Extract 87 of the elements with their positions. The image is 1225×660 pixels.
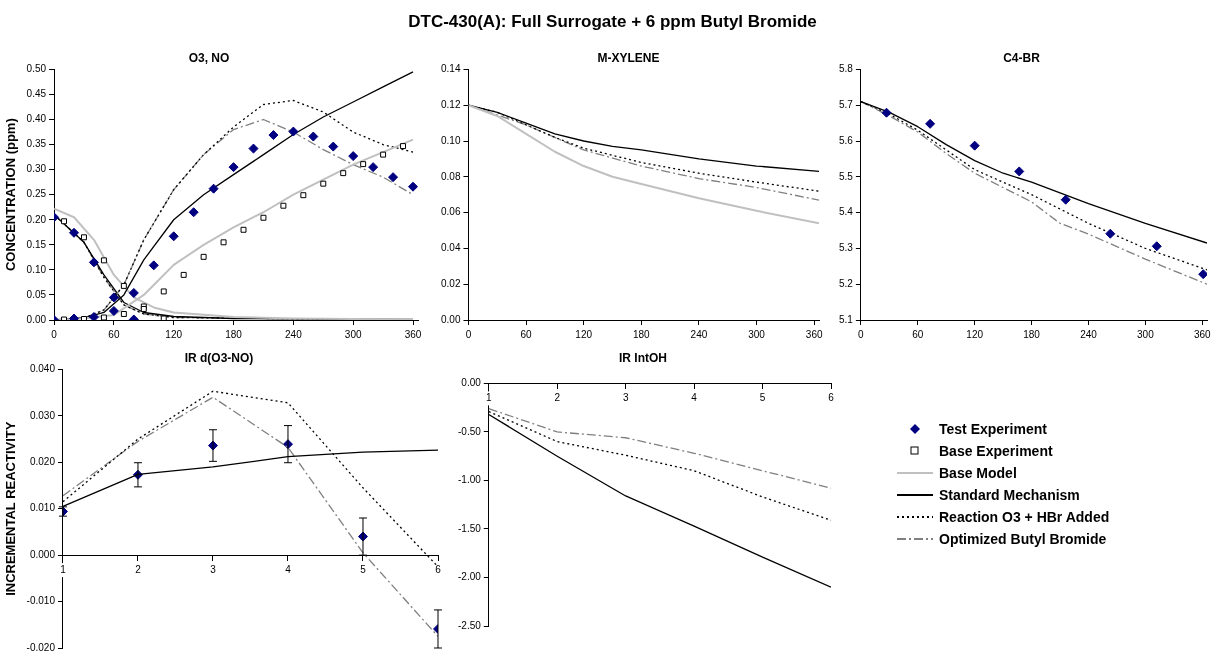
y-tick-label: 0.02 (440, 277, 461, 289)
legend-label: Base Experiment (939, 443, 1053, 459)
y-tick-label: 0.08 (440, 170, 461, 182)
y-tick-label: -1.00 (458, 474, 482, 486)
legend-label: Test Experiment (939, 421, 1047, 437)
y-tick-label: 0.12 (440, 98, 461, 110)
y-tick-label: 0.45 (26, 88, 47, 100)
chart-title: M-XYLENE (597, 50, 660, 65)
x-tick-label: 360 (404, 328, 422, 340)
y-tick-label: 0.00 (440, 313, 461, 325)
x-tick-label: 120 (165, 328, 183, 340)
x-tick-label: 360 (1193, 328, 1212, 340)
x-tick-label: 120 (575, 328, 593, 340)
y-tick-label: 5.6 (839, 134, 854, 146)
x-tick-label: 180 (632, 328, 651, 340)
y-tick-label: 5.7 (839, 98, 854, 110)
chart-title: IR IntOH (619, 350, 667, 365)
y-tick-label: 0.030 (29, 409, 56, 421)
x-tick-label: 0 (858, 328, 865, 340)
y-tick-label: -0.020 (26, 641, 56, 653)
x-tick-label: 180 (1023, 328, 1041, 340)
x-tick-label: 6 (435, 563, 442, 575)
x-tick-label: 60 (108, 328, 120, 340)
x-tick-label: 6 (828, 392, 835, 404)
x-tick-label: 0 (465, 328, 472, 340)
y-tick-label: 0.30 (26, 163, 47, 175)
x-tick-label: 300 (344, 328, 362, 340)
x-tick-label: 240 (690, 328, 708, 340)
x-tick-label: 3 (622, 392, 629, 404)
y-tick-label: 0.50 (26, 63, 47, 75)
x-tick-label: 2 (554, 392, 561, 404)
x-tick-label: 4 (285, 563, 292, 575)
x-tick-label: 1 (486, 392, 493, 404)
y-tick-label: 5.5 (839, 170, 854, 182)
y-tick-label: -0.50 (458, 425, 482, 437)
y-tick-label: 0.04 (440, 242, 461, 254)
text: DTC-430(A): Full Surrogate + 6 ppm Butyl Bromide (407, 12, 818, 32)
y-tick-label: -2.00 (458, 571, 482, 583)
x-tick-label: 300 (748, 328, 766, 340)
x-tick-label: 60 (912, 328, 924, 340)
x-tick-label: 120 (966, 328, 984, 340)
y-tick-label: 0.35 (26, 138, 47, 150)
y-axis-title: INCREMENTAL REACTIVITY (3, 421, 19, 596)
y-tick-label: 0.05 (26, 288, 47, 300)
legend-label: Optimized Butyl Bromide (939, 531, 1107, 547)
y-tick-label: 5.4 (839, 206, 854, 218)
x-tick-label: 5 (360, 563, 367, 575)
y-tick-label: 0.000 (29, 548, 56, 560)
chart-title: O3, NO (188, 50, 230, 65)
y-tick-label: 0.20 (26, 213, 47, 225)
x-tick-label: 1 (60, 563, 67, 575)
y-tick-label: 5.3 (839, 242, 854, 254)
x-tick-label: 360 (805, 328, 823, 340)
y-tick-label: 0.25 (26, 188, 47, 200)
y-tick-label: 0.010 (29, 502, 56, 514)
x-tick-label: 240 (285, 328, 303, 340)
y-tick-label: -0.010 (26, 595, 56, 607)
y-tick-label: 5.2 (839, 277, 854, 289)
y-tick-label: 0.40 (26, 113, 47, 125)
x-tick-label: 300 (1137, 328, 1155, 340)
y-tick-label: 5.8 (839, 63, 854, 75)
y-tick-label: 0.040 (29, 363, 56, 375)
y-tick-label: 0.06 (440, 206, 461, 218)
x-tick-label: 240 (1080, 328, 1098, 340)
y-tick-label: -2.50 (458, 619, 482, 631)
y-axis-title: CONCENTRATION (ppm) (3, 118, 19, 272)
legend-label: Base Model (939, 465, 1017, 481)
y-tick-label: -1.50 (458, 522, 482, 534)
y-tick-label: 0.00 (26, 313, 47, 325)
x-tick-label: 180 (225, 328, 243, 340)
chart-title: IR d(O3-NO) (184, 350, 254, 365)
x-tick-label: 0 (51, 328, 58, 340)
y-tick-label: 5.1 (839, 313, 854, 325)
legend-label: Reaction O3 + HBr Added (939, 509, 1110, 525)
y-tick-label: 0.14 (440, 63, 461, 75)
y-tick-label: 0.00 (461, 377, 482, 389)
legend-label: Standard Mechanism (939, 487, 1080, 503)
y-tick-label: 0.020 (29, 456, 56, 468)
x-tick-label: 60 (520, 328, 533, 340)
x-tick-label: 5 (759, 392, 766, 404)
x-tick-label: 2 (135, 563, 142, 575)
y-tick-label: 0.15 (26, 238, 47, 250)
x-tick-label: 3 (210, 563, 217, 575)
y-tick-label: 0.10 (26, 263, 47, 275)
x-tick-label: 4 (691, 392, 698, 404)
y-tick-label: 0.10 (440, 134, 461, 146)
chart-title: C4-BR (1003, 50, 1041, 65)
